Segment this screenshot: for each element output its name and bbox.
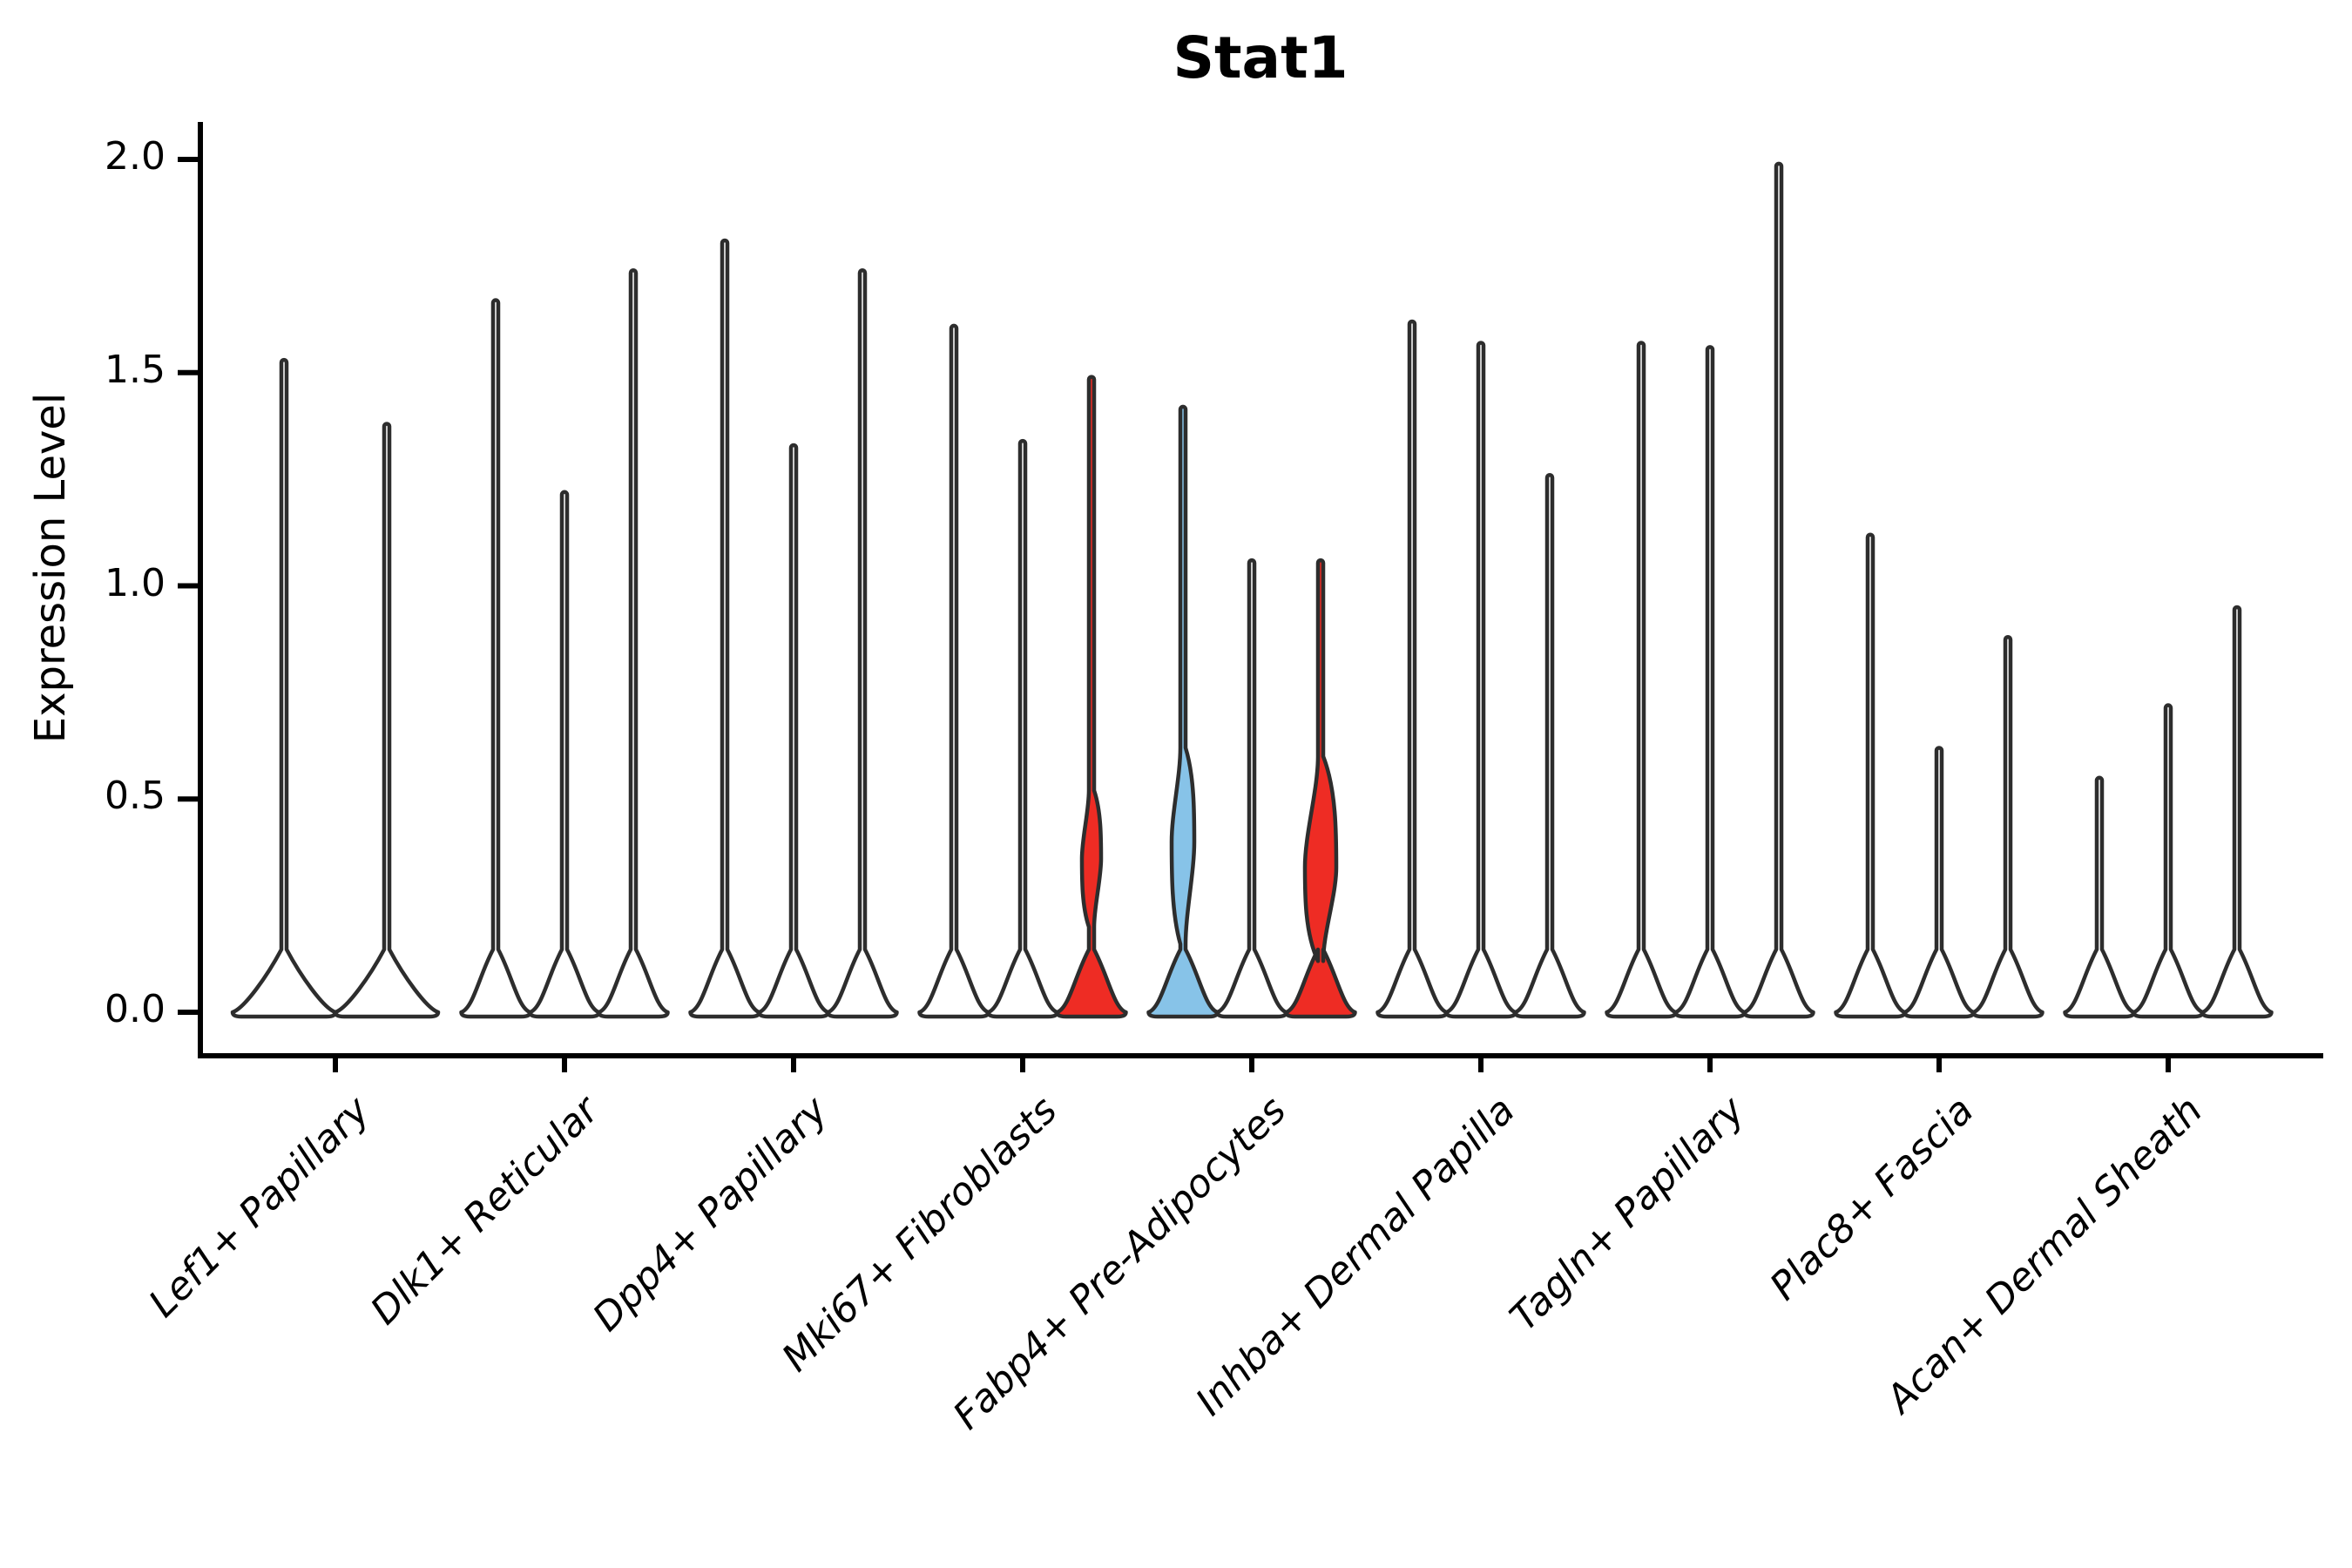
- y-tick-label: 1.5: [105, 347, 166, 392]
- y-tick-mark: [178, 1010, 198, 1015]
- violin-inhba-dermal-papilla-1: [1375, 319, 1449, 1019]
- violin-tagln-papillary-2: [1673, 345, 1747, 1019]
- x-tick-mark: [2166, 1058, 2171, 1072]
- violin-plac8-fascia-1: [1834, 532, 1907, 1019]
- violin-dlk1-reticular-2: [528, 490, 601, 1019]
- x-tick-mark: [1249, 1058, 1254, 1072]
- y-axis-spine: [198, 122, 203, 1058]
- x-tick-mark: [333, 1058, 338, 1072]
- violin-tagln-papillary-1: [1605, 341, 1678, 1019]
- violin-acan-dermal-sheath-2: [2132, 703, 2205, 1019]
- x-tick-mark: [1707, 1058, 1713, 1072]
- violin-inhba-dermal-papilla-3: [1513, 473, 1586, 1019]
- y-tick-mark: [178, 583, 198, 589]
- y-tick-label: 0.0: [105, 987, 166, 1031]
- x-axis-spine: [198, 1053, 2323, 1058]
- x-tick-mark: [791, 1058, 796, 1072]
- violin-lef1-papillary-1: [230, 357, 338, 1019]
- violin-dlk1-reticular-1: [459, 298, 532, 1019]
- x-tick-mark: [1020, 1058, 1025, 1072]
- violin-tagln-papillary-3: [1742, 161, 1815, 1019]
- violin-dpp4-papillary-1: [688, 238, 761, 1019]
- violin-inhba-dermal-papilla-2: [1444, 341, 1517, 1019]
- violin-acan-dermal-sheath-1: [2063, 775, 2136, 1019]
- violin-acan-dermal-sheath-3: [2200, 605, 2274, 1019]
- y-tick-label: 1.0: [105, 560, 166, 605]
- violin-mki67-fibroblasts-2: [986, 438, 1059, 1019]
- y-tick-mark: [178, 157, 198, 162]
- violin-plac8-fascia-3: [1971, 635, 2044, 1019]
- violin-fabp4-pre-adipocytes-3: [1284, 558, 1357, 1019]
- violin-fabp4-pre-adipocytes-1: [1146, 404, 1220, 1019]
- violin-lef1-papillary-2: [333, 422, 441, 1019]
- x-tick-mark: [1478, 1058, 1484, 1072]
- violin-dpp4-papillary-2: [757, 443, 830, 1019]
- x-tick-mark: [1936, 1058, 1942, 1072]
- violin-mki67-fibroblasts-3: [1055, 375, 1128, 1019]
- y-tick-label: 0.5: [105, 774, 166, 819]
- x-tick-mark: [562, 1058, 567, 1072]
- y-tick-mark: [178, 369, 198, 375]
- violin-fabp4-pre-adipocytes-2: [1215, 558, 1288, 1019]
- plot-title: Stat1: [1173, 24, 1348, 91]
- violin-dlk1-reticular-3: [597, 268, 670, 1019]
- violin-dpp4-papillary-3: [826, 268, 899, 1019]
- y-tick-label: 2.0: [105, 134, 166, 179]
- violin-plac8-fascia-2: [1903, 746, 1976, 1019]
- violin-mki67-fibroblasts-1: [917, 323, 990, 1019]
- y-tick-mark: [178, 796, 198, 802]
